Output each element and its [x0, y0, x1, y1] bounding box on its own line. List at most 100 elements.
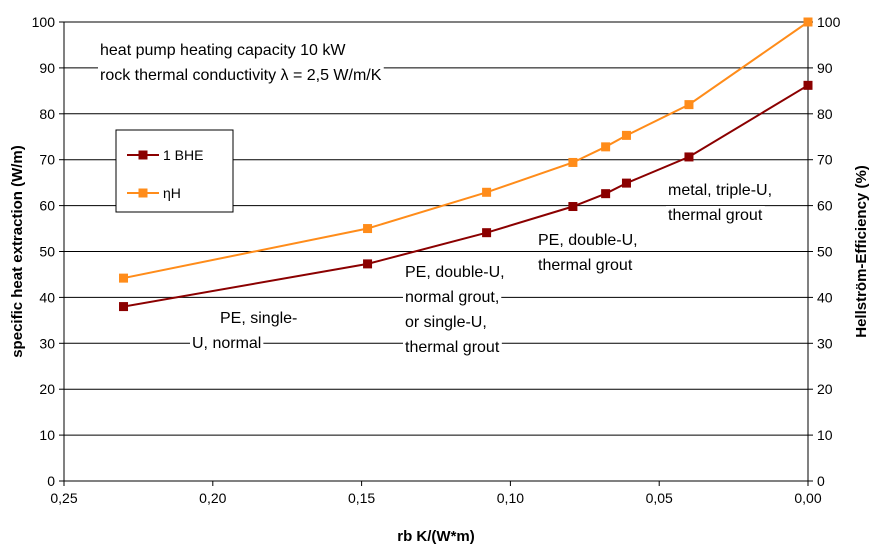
x-axis-title: rb K/(W*m) [397, 528, 475, 545]
legend-item: ηH [127, 185, 181, 201]
annotation-header-line-1: heat pump heating capacity 10 kW [98, 41, 349, 60]
legend-swatch-marker [138, 188, 148, 198]
series-2 [119, 17, 813, 283]
y-axis-ticks: 0 10 20 30 40 50 60 70 80 90 100 [32, 14, 64, 489]
y2-tick-label: 60 [817, 198, 833, 214]
y2-tick-label: 100 [817, 14, 841, 30]
annotation-label-pe-single-1: PE, single- [218, 309, 300, 328]
annotation-header-line-2: rock thermal conductivity λ = 2,5 W/m/K [98, 66, 384, 85]
annotation-label-pe-double-normal-4: thermal grout [403, 338, 502, 357]
annotation-text: or single-U, [405, 314, 487, 331]
y2-tick-label: 90 [817, 60, 833, 76]
y-axis-title: specific heat extraction (W/m) [9, 145, 26, 358]
y2-tick-label: 30 [817, 335, 833, 351]
data-point [363, 259, 373, 269]
y-tick-label: 70 [39, 152, 55, 168]
y-tick-label: 30 [39, 335, 55, 351]
annotation-label-metal-2: thermal grout [666, 206, 765, 225]
annotation-text: PE, double-U, [538, 232, 638, 249]
data-point [119, 302, 129, 312]
annotation-label-metal-1: metal, triple-U, [666, 181, 775, 200]
annotation-background [536, 256, 635, 275]
annotations: heat pump heating capacity 10 kW rock the… [98, 41, 775, 357]
legend-box [115, 129, 234, 213]
y-tick-label: 100 [32, 14, 56, 30]
annotation-label-pe-double-thermal-1: PE, double-U, [536, 231, 640, 250]
y2-tick-label: 80 [817, 106, 833, 122]
y2-tick-label: 50 [817, 244, 833, 260]
annotation-label-pe-single-2: U, normal [190, 334, 264, 353]
x-tick-label: 0,25 [50, 490, 77, 506]
annotation-text: rock thermal conductivity λ = 2,5 W/m/K [100, 67, 382, 84]
data-point [601, 142, 611, 152]
x-tick-label: 0,10 [497, 490, 524, 506]
legend-label: 1 BHE [163, 147, 203, 163]
annotation-label-pe-double-normal-3: or single-U, [403, 313, 489, 332]
annotation-label-pe-double-thermal-2: thermal grout [536, 256, 635, 275]
y2-tick-label: 40 [817, 289, 833, 305]
series-layer [119, 17, 813, 312]
x-tick-label: 0,20 [199, 490, 226, 506]
data-point [803, 80, 813, 90]
annotation-text: thermal grout [668, 207, 763, 224]
y2-axis-title: Hellström-Efficiency (%) [853, 165, 870, 338]
legend-swatch-marker [138, 150, 148, 160]
annotation-text: normal grout, [405, 289, 499, 306]
y2-tick-label: 0 [817, 473, 825, 489]
y-tick-label: 40 [39, 289, 55, 305]
y2-tick-label: 10 [817, 427, 833, 443]
legend: 1 BHE ηH [115, 129, 234, 213]
annotation-background [403, 263, 507, 282]
series-line [123, 84, 809, 308]
series-1 [119, 80, 813, 312]
annotation-background [218, 309, 300, 328]
annotation-background [536, 231, 640, 250]
y2-tick-label: 70 [817, 152, 833, 168]
y2-tick-label: 20 [817, 381, 833, 397]
x-tick-label: 0,05 [646, 490, 673, 506]
annotation-background [403, 338, 502, 357]
data-point [621, 130, 631, 140]
x-axis-ticks: 0,25 0,20 0,15 0,10 0,05 0,00 [50, 481, 822, 506]
annotation-background [403, 288, 502, 307]
legend-label: ηH [163, 185, 181, 201]
annotation-background [98, 41, 349, 60]
data-point [363, 224, 373, 234]
data-point [621, 178, 631, 188]
x-tick-label: 0,00 [794, 490, 821, 506]
annotation-label-pe-double-normal-1: PE, double-U, [403, 263, 507, 282]
annotation-label-pe-double-normal-2: normal grout, [403, 288, 502, 307]
y-tick-label: 50 [39, 244, 55, 260]
annotation-text: metal, triple-U, [668, 182, 772, 199]
annotation-text: U, normal [192, 335, 261, 352]
annotation-background [190, 334, 264, 353]
data-point [601, 189, 611, 199]
annotation-text: PE, double-U, [405, 264, 505, 281]
y-tick-label: 10 [39, 427, 55, 443]
y-tick-label: 20 [39, 381, 55, 397]
y-tick-label: 80 [39, 106, 55, 122]
annotation-background [403, 313, 489, 332]
data-point [482, 187, 492, 197]
data-point [803, 17, 813, 27]
annotation-text: heat pump heating capacity 10 kW [100, 42, 346, 59]
y-tick-label: 90 [39, 60, 55, 76]
data-point [568, 202, 578, 212]
annotation-background [666, 181, 775, 200]
y-tick-label: 0 [47, 473, 55, 489]
series-line [123, 21, 809, 280]
data-point [119, 273, 129, 283]
data-point [568, 157, 578, 167]
annotation-text: PE, single- [220, 310, 297, 327]
x-tick-label: 0,15 [348, 490, 375, 506]
data-point [684, 100, 694, 110]
annotation-text: thermal grout [405, 339, 500, 356]
annotation-background [98, 66, 384, 85]
gridlines [64, 67, 808, 436]
y2-axis-ticks: 0 10 20 30 40 50 60 70 80 90 100 [808, 14, 841, 489]
data-point [684, 152, 694, 162]
annotation-text: thermal grout [538, 257, 633, 274]
data-point [482, 228, 492, 238]
legend-item: 1 BHE [127, 147, 203, 163]
